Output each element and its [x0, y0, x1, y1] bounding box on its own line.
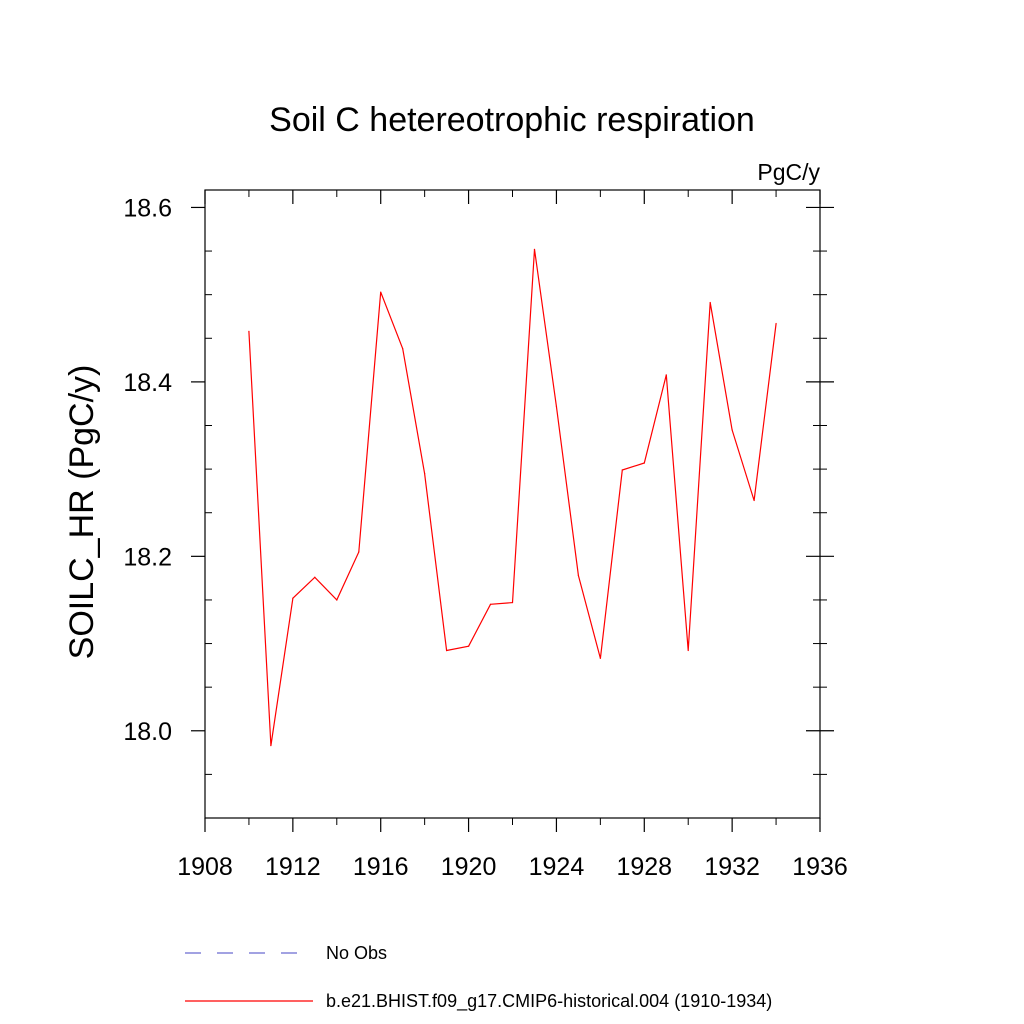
data-point [358, 551, 360, 553]
data-point [511, 601, 514, 604]
x-tick-label: 1920 [441, 853, 497, 881]
y-axis-label: SOILC_HR (PgC/y) [63, 365, 101, 660]
legend-label-historical: b.e21.BHIST.f09_g17.CMIP6-historical.004… [326, 991, 772, 1012]
x-tick-label: 1932 [704, 853, 760, 881]
data-point [709, 301, 711, 304]
data-point [467, 645, 470, 647]
data-point [402, 348, 404, 350]
data-point [380, 291, 382, 293]
y-tick-label: 18.0 [123, 718, 172, 746]
x-tick-label: 1924 [529, 853, 585, 881]
legend-label-no-obs: No Obs [326, 943, 387, 963]
data-point [314, 576, 316, 578]
series-layer [248, 248, 777, 747]
x-tick-label: 1928 [616, 853, 672, 881]
data-point [731, 429, 733, 431]
legend: No Obs b.e21.BHIST.f09_g17.CMIP6-histori… [185, 943, 772, 1012]
data-point [599, 657, 601, 659]
data-point [336, 599, 338, 601]
x-tick-label: 1916 [353, 853, 409, 881]
chart-title: Soil C hetereotrophic respiration [269, 101, 755, 139]
plot-frame [204, 189, 821, 819]
units-label: PgC/y [757, 159, 820, 185]
data-point [621, 469, 623, 471]
y-axis: 18.0 18.2 18.4 18.6 [123, 194, 834, 775]
x-tick-label: 1912 [265, 853, 321, 881]
data-point [643, 462, 645, 464]
y-tick-label: 18.2 [123, 543, 172, 571]
series-line-historical [248, 249, 777, 746]
data-point [665, 374, 667, 376]
data-point [446, 649, 448, 652]
data-point [533, 248, 536, 250]
x-axis: 1908 1912 1916 1920 1924 1928 1932 1936 [177, 190, 848, 881]
x-tick-label: 1936 [792, 853, 848, 881]
y-tick-label: 18.4 [123, 369, 172, 397]
data-point [270, 745, 272, 747]
data-point [424, 472, 426, 475]
data-point [248, 330, 250, 332]
data-point [687, 649, 689, 652]
data-point [775, 322, 777, 325]
data-point [753, 499, 755, 502]
y-tick-label: 18.6 [123, 194, 172, 222]
data-point [577, 574, 579, 577]
data-point [555, 405, 558, 407]
x-tick-label: 1908 [177, 853, 233, 881]
data-point [489, 603, 492, 605]
data-point [292, 597, 294, 599]
